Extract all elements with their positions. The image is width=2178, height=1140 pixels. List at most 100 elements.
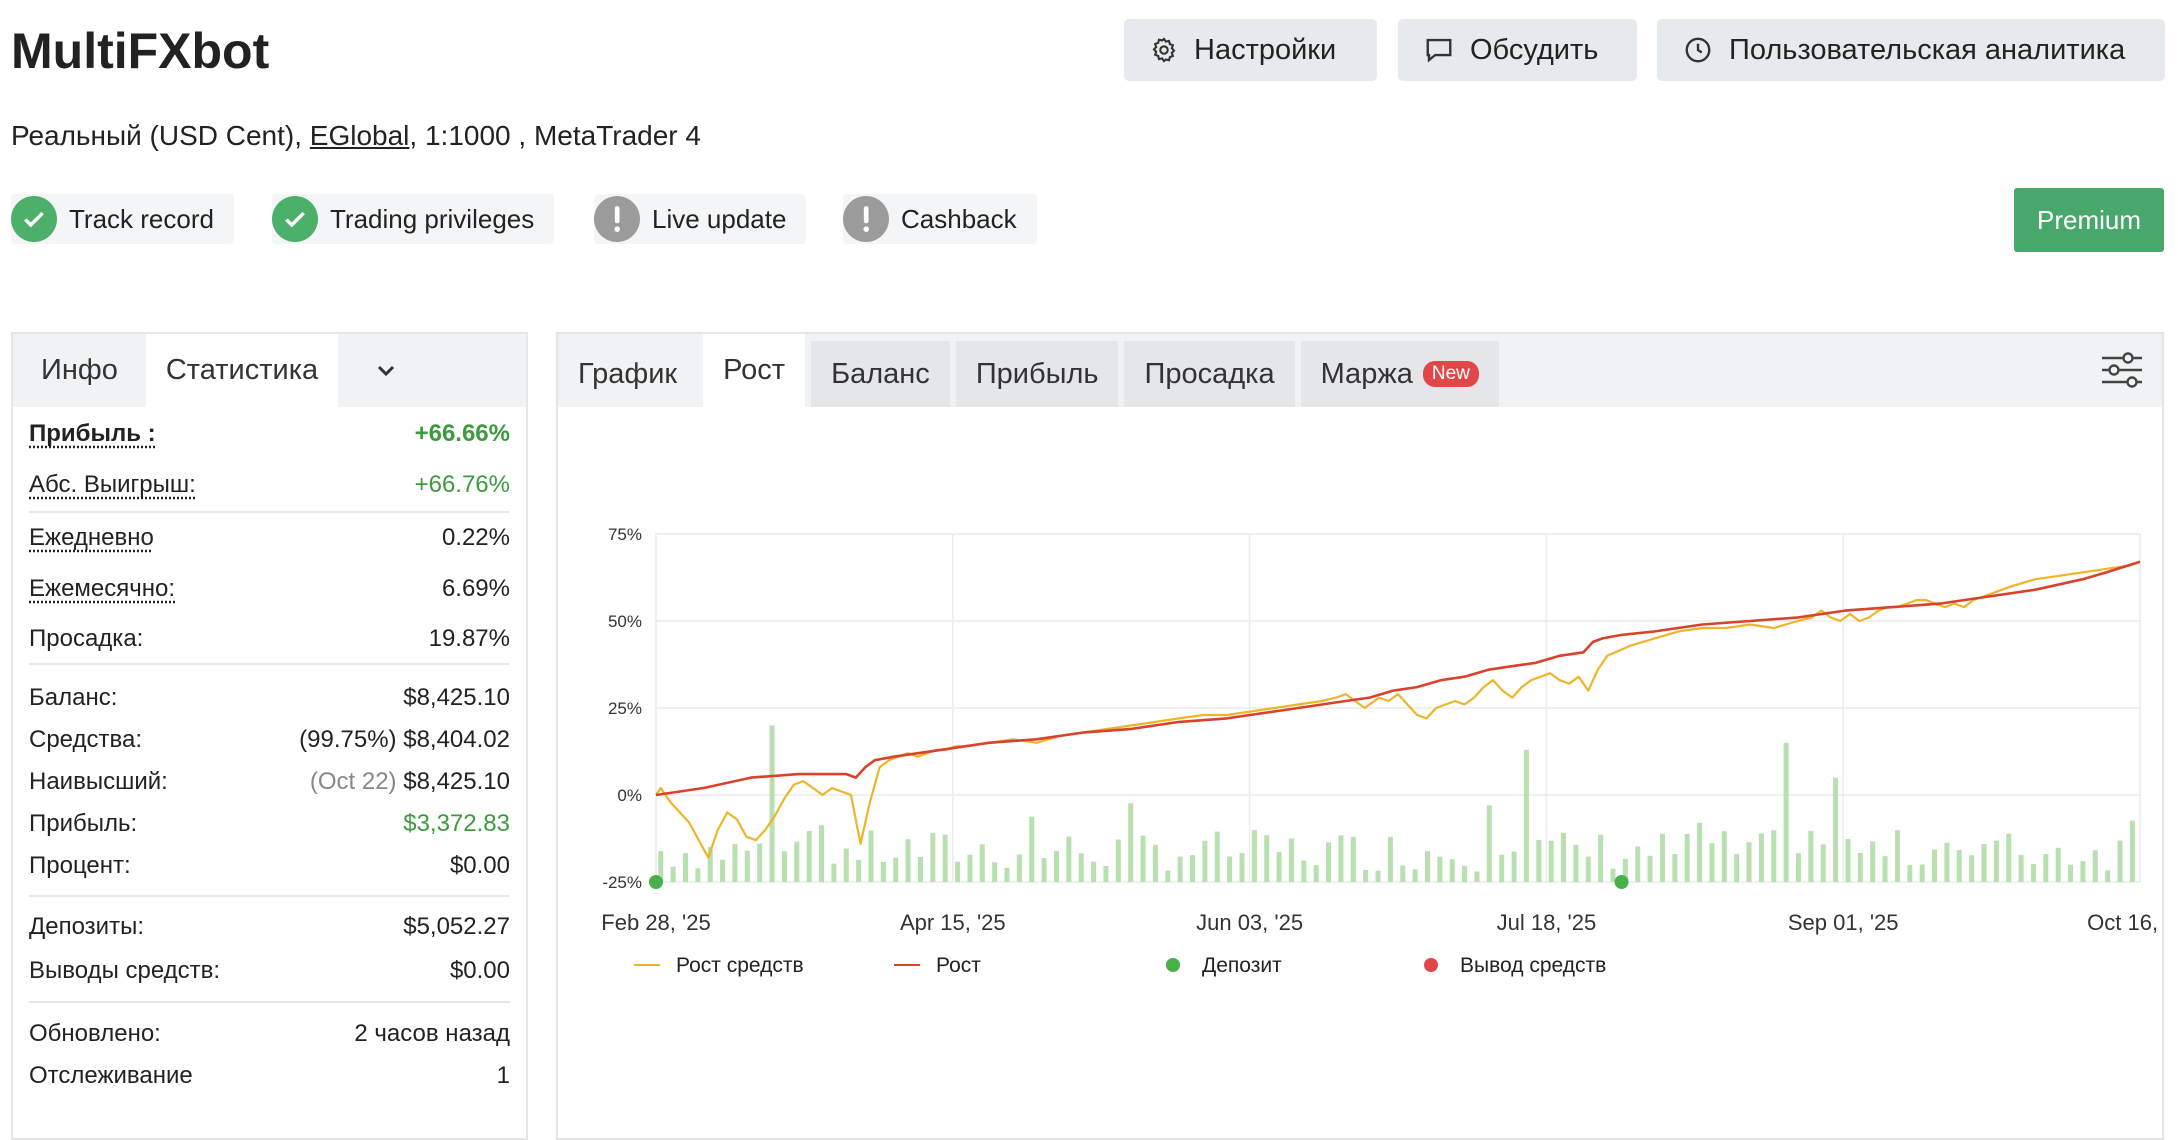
stat-label: Прибыль: <box>29 810 138 837</box>
activity-bar <box>1165 870 1171 882</box>
deposit-marker <box>649 875 663 889</box>
stat-value: 6.69% <box>441 575 510 602</box>
activity-bar <box>1029 816 1035 882</box>
activity-bar <box>2080 861 2086 882</box>
badge-label: Trading privileges <box>330 203 535 234</box>
stat-value: $8,425.10 <box>403 768 510 795</box>
activity-bar <box>1944 842 1950 882</box>
premium-button[interactable]: Premium <box>2014 188 2164 252</box>
activity-bar <box>1041 857 1047 882</box>
activity-bar <box>1635 846 1641 882</box>
badge-label: Track record <box>69 203 214 234</box>
stat-balance: Баланс: $8,425.10 <box>29 677 510 719</box>
activity-bar <box>843 848 849 882</box>
stat-label[interactable]: Ежедневно <box>29 524 154 551</box>
stat-value: +66.76% <box>414 471 510 498</box>
tab-profit[interactable]: Прибыль <box>955 341 1119 407</box>
stat-value: 2 часов назад <box>354 1020 510 1047</box>
tab-info[interactable]: Инфо <box>41 354 118 386</box>
activity-bar <box>1152 844 1158 882</box>
stat-monthly: Ежемесячно: 6.69% <box>29 563 510 615</box>
tab-balance[interactable]: Баланс <box>811 341 950 407</box>
activity-bar <box>1387 836 1393 882</box>
tabs-dropdown[interactable] <box>338 334 434 407</box>
account-type: Реальный (USD Cent), <box>11 120 310 151</box>
legend-label: Депозит <box>1202 954 1282 977</box>
analytics-button[interactable]: Пользовательская аналитика <box>1657 19 2165 81</box>
activity-bar <box>1882 856 1888 882</box>
activity-bar <box>1437 856 1443 882</box>
stat-highest: Наивысший: (Oct 22) $8,425.10 <box>29 761 510 803</box>
discuss-label: Обсудить <box>1470 33 1599 66</box>
tab-chart[interactable]: График <box>578 357 678 390</box>
activity-bar <box>1078 853 1084 882</box>
stat-abs-gain: Абс. Выигрыш: +66.76% <box>29 459 510 511</box>
broker-link[interactable]: EGlobal <box>309 120 410 151</box>
activity-bar <box>1239 853 1245 882</box>
badge-trading-privileges: Trading privileges <box>272 194 555 244</box>
stat-label[interactable]: Ежемесячно: <box>29 575 176 602</box>
stat-label: Баланс: <box>29 684 118 711</box>
clock-icon <box>1685 37 1711 63</box>
stats-panel: Инфо Статистика Прибыль : +66.66% Абс. В… <box>11 332 528 1140</box>
stat-label[interactable]: Абс. Выигрыш: <box>29 471 196 498</box>
activity-bar <box>1932 849 1938 882</box>
settings-button[interactable]: Настройки <box>1124 19 1377 81</box>
activity-bar <box>1424 851 1430 882</box>
stat-value: $5,052.27 <box>403 913 510 940</box>
activity-bar <box>1622 858 1628 882</box>
stat-label: Выводы средств: <box>29 957 221 984</box>
discuss-button[interactable]: Обсудить <box>1398 19 1637 81</box>
activity-bar <box>1758 833 1764 882</box>
chart-settings-button[interactable] <box>2100 350 2144 395</box>
stat-label: Наивысший: <box>29 768 168 795</box>
chevron-down-icon <box>378 365 395 376</box>
stat-label: Депозиты: <box>29 913 144 940</box>
activity-bar <box>1647 855 1653 882</box>
stat-value: $8,425.10 <box>403 684 510 711</box>
activity-bar <box>1870 841 1876 882</box>
activity-bar <box>992 862 998 882</box>
activity-bar <box>1004 867 1010 882</box>
activity-bar <box>1610 868 1616 882</box>
activity-bar <box>967 854 973 882</box>
activity-bar <box>1288 838 1294 882</box>
activity-bar <box>1894 830 1900 882</box>
divider <box>29 663 510 665</box>
activity-bar <box>1115 839 1121 882</box>
activity-bar <box>1981 844 1987 882</box>
activity-bar <box>1363 869 1369 882</box>
activity-bar <box>1350 836 1356 882</box>
activity-bar <box>1462 865 1468 882</box>
activity-bar <box>1808 830 1814 882</box>
activity-bar <box>1783 742 1789 882</box>
activity-bar <box>1066 836 1072 882</box>
activity-bar <box>819 825 825 882</box>
activity-bar <box>1264 835 1270 882</box>
tab-growth[interactable]: Рост <box>703 334 806 407</box>
activity-bar <box>1833 777 1839 882</box>
stat-value: +66.66% <box>414 420 510 447</box>
stat-label[interactable]: Прибыль : <box>29 420 156 447</box>
activity-bar <box>1659 833 1665 882</box>
stat-value: $0.00 <box>449 852 510 879</box>
activity-bar <box>1684 834 1690 882</box>
tab-drawdown[interactable]: Просадка <box>1124 341 1295 407</box>
activity-bar <box>1969 855 1975 882</box>
stat-profit: Прибыль: $3,372.83 <box>29 803 510 845</box>
activity-bar <box>1499 854 1505 882</box>
activity-bar <box>2117 840 2123 882</box>
divider <box>29 895 510 897</box>
activity-bar <box>2129 820 2135 882</box>
activity-bar <box>942 834 948 882</box>
divider <box>29 1001 510 1003</box>
stat-value: $3,372.83 <box>403 810 510 837</box>
activity-bar <box>1907 865 1913 882</box>
new-badge: New <box>1422 361 1479 387</box>
tab-statistics[interactable]: Статистика <box>145 334 339 407</box>
activity-bar <box>2055 847 2061 882</box>
activity-bar <box>1251 830 1257 882</box>
tab-margin[interactable]: Маржа New <box>1300 341 1499 407</box>
y-tick-label: 25% <box>608 699 642 718</box>
activity-bar <box>1734 854 1740 882</box>
